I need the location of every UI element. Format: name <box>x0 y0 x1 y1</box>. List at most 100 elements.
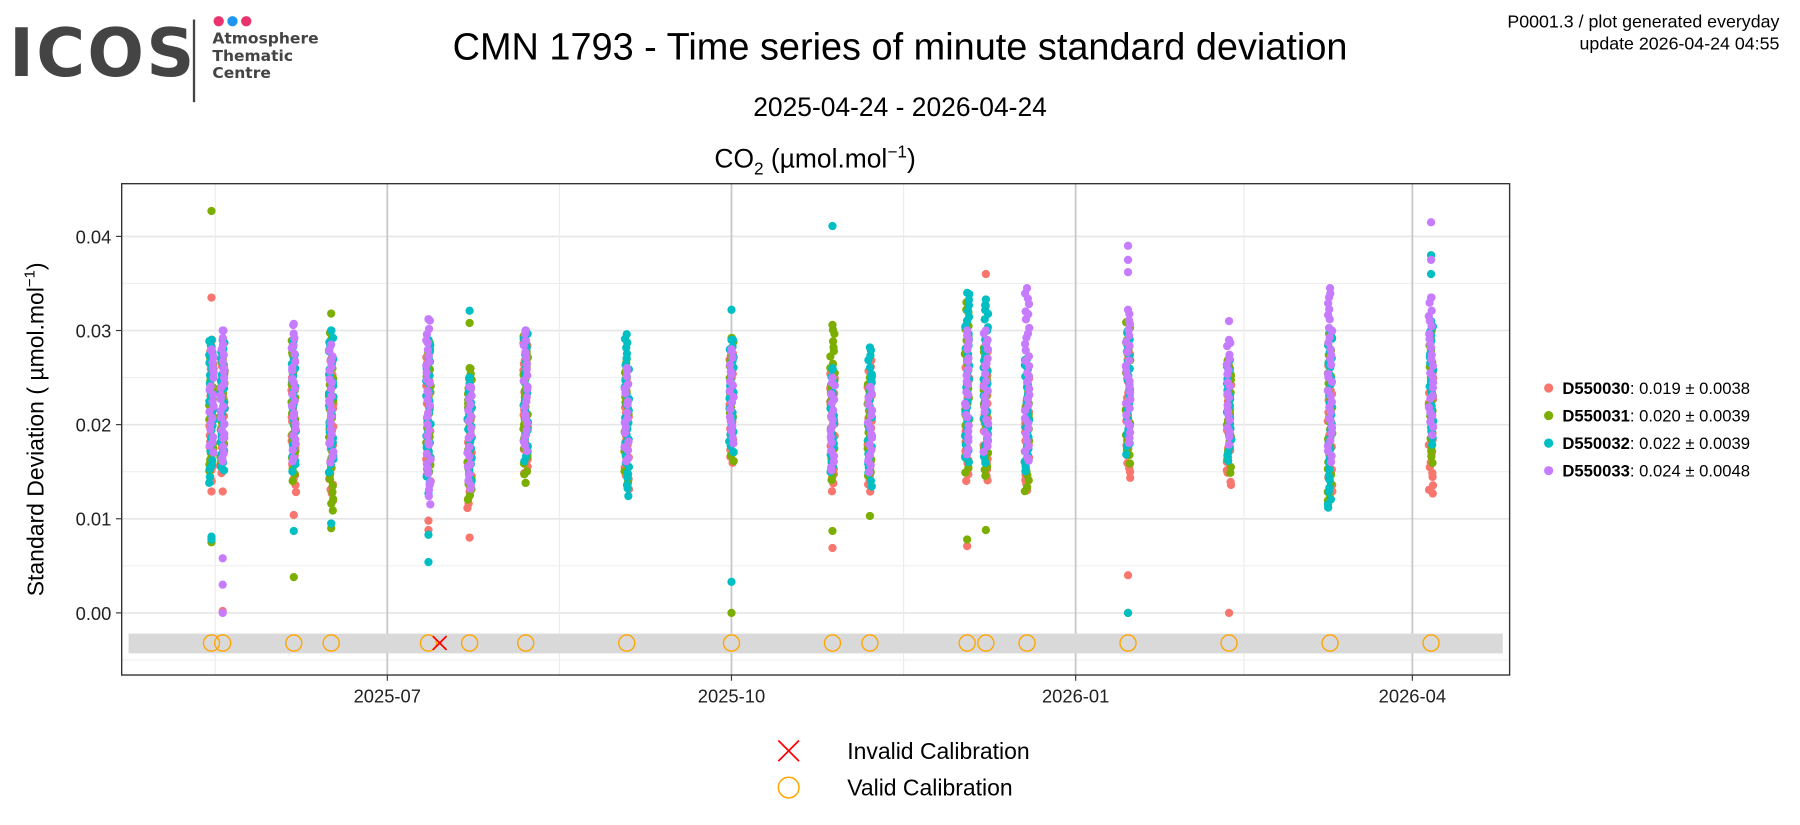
data-point-D550033 <box>1224 316 1234 326</box>
data-point-D550033 <box>466 412 476 421</box>
data-point-D550033 <box>1123 255 1133 265</box>
data-point-D550033 <box>1125 428 1135 437</box>
x-tick-label: 2026-01 <box>1042 686 1109 707</box>
data-point-D550033 <box>522 392 531 402</box>
data-point-D550033 <box>1327 422 1337 432</box>
logo-dot-icon <box>241 16 252 27</box>
valid-calibration-marker <box>1422 634 1440 652</box>
data-point-D550033 <box>725 412 735 422</box>
data-point-D550033 <box>219 379 229 389</box>
data-point-D550033 <box>1020 339 1030 349</box>
logo-dot-icon <box>227 16 238 27</box>
data-point-D550033 <box>1326 436 1335 445</box>
data-point-D550033 <box>1324 323 1334 333</box>
data-point-D550033 <box>981 326 991 335</box>
data-point-D550033 <box>208 397 217 406</box>
x-tick-label: 2025-07 <box>354 686 421 707</box>
data-point-D550033 <box>327 392 336 401</box>
data-point-D550033 <box>208 413 217 423</box>
data-point-D550031 <box>963 535 972 544</box>
data-point-D550033 <box>964 433 973 442</box>
data-point-D550033 <box>960 399 970 408</box>
data-point-D550033 <box>622 364 631 373</box>
data-point-D550033 <box>623 414 632 423</box>
data-point-D550030 <box>1126 473 1135 482</box>
data-point-D550033 <box>1325 305 1334 314</box>
data-point-D550033 <box>424 357 434 367</box>
y-tick-label: 0.00 <box>76 603 112 624</box>
data-point-D550033 <box>1124 356 1134 365</box>
data-point-D550033 <box>1021 307 1030 316</box>
data-point-D550033 <box>1426 369 1435 378</box>
data-point-D550033 <box>1427 306 1436 315</box>
data-point-D550033 <box>218 442 228 451</box>
data-point-D550033 <box>1122 410 1131 420</box>
data-point-D550031 <box>1125 459 1135 468</box>
data-point-D550033 <box>1023 368 1032 378</box>
data-point-D550033 <box>521 348 530 357</box>
data-point-D550033 <box>289 341 298 350</box>
data-point-D550033 <box>1324 414 1334 423</box>
data-point-D550033 <box>1223 401 1232 410</box>
data-point-D550033 <box>207 345 216 354</box>
data-point-D550033 <box>290 396 299 406</box>
valid-calibration-marker <box>285 634 303 652</box>
data-point-D550031 <box>465 364 474 373</box>
data-point-D550032 <box>327 519 336 528</box>
data-point-D550033 <box>729 439 738 448</box>
legend-series-stat: : 0.020 ± 0.0039 <box>1630 406 1750 425</box>
data-point-D550033 <box>521 432 530 441</box>
data-point-D550033 <box>1024 384 1034 393</box>
data-point-D550033 <box>289 409 299 418</box>
data-point-D550033 <box>424 315 433 324</box>
data-point-D550033 <box>326 436 335 445</box>
data-point-D550032 <box>622 349 632 358</box>
data-point-D550033 <box>962 377 971 386</box>
data-point-D550030 <box>1226 477 1235 487</box>
data-point-D550033 <box>1428 361 1438 370</box>
data-point-D550032 <box>981 295 991 304</box>
data-point-D550032 <box>622 330 631 339</box>
valid-calibration-marker <box>958 634 976 652</box>
data-point-D550033 <box>423 345 433 354</box>
data-point-D550033 <box>521 336 530 345</box>
data-point-D550033 <box>1124 316 1134 325</box>
valid-calibration-marker <box>618 634 636 652</box>
data-point-D550032 <box>865 363 875 372</box>
legend-label: D550031: 0.020 ± 0.0039 <box>1562 406 1750 425</box>
data-point-D550033 <box>964 444 973 454</box>
data-point-D550033 <box>423 420 432 429</box>
data-point-D550033 <box>467 391 476 400</box>
data-point-D550033 <box>1326 345 1335 354</box>
data-point-D550030 <box>289 510 298 520</box>
series-legend: D550030: 0.019 ± 0.0038 D550031: 0.020 ± … <box>1544 379 1750 480</box>
data-point-D550033 <box>1223 406 1233 416</box>
data-point-D550033 <box>1020 414 1030 423</box>
data-point-D550033 <box>521 326 530 335</box>
data-point-D550033 <box>1323 386 1333 395</box>
data-point-D550033 <box>729 392 738 402</box>
data-point-D550033 <box>623 408 632 417</box>
legend-key-D550030 <box>1544 383 1554 393</box>
data-point-D550030 <box>218 487 227 496</box>
valid-calibration-marker <box>1321 634 1339 652</box>
legend-label: D550030: 0.019 ± 0.0038 <box>1562 379 1750 398</box>
data-point-D550033 <box>219 448 228 457</box>
data-point-D550032 <box>327 326 336 335</box>
data-point-D550033 <box>1223 389 1232 398</box>
data-point-D550033 <box>1025 323 1034 333</box>
data-point-D550031 <box>328 481 337 491</box>
data-point-D550031 <box>1428 458 1437 468</box>
data-point-D550033 <box>422 449 431 458</box>
data-point-D550033 <box>980 427 989 436</box>
data-point-D550033 <box>326 384 336 393</box>
data-point-D550031 <box>327 309 336 318</box>
data-point-D550033 <box>329 447 338 456</box>
data-point-D550030 <box>981 269 991 279</box>
data-point-D550033 <box>623 380 632 389</box>
data-point-D550032 <box>867 370 876 379</box>
data-point-D550031 <box>1023 483 1032 492</box>
data-point-D550033 <box>422 368 431 377</box>
logo-line: Centre <box>212 64 271 83</box>
data-point-D550033 <box>326 418 335 427</box>
